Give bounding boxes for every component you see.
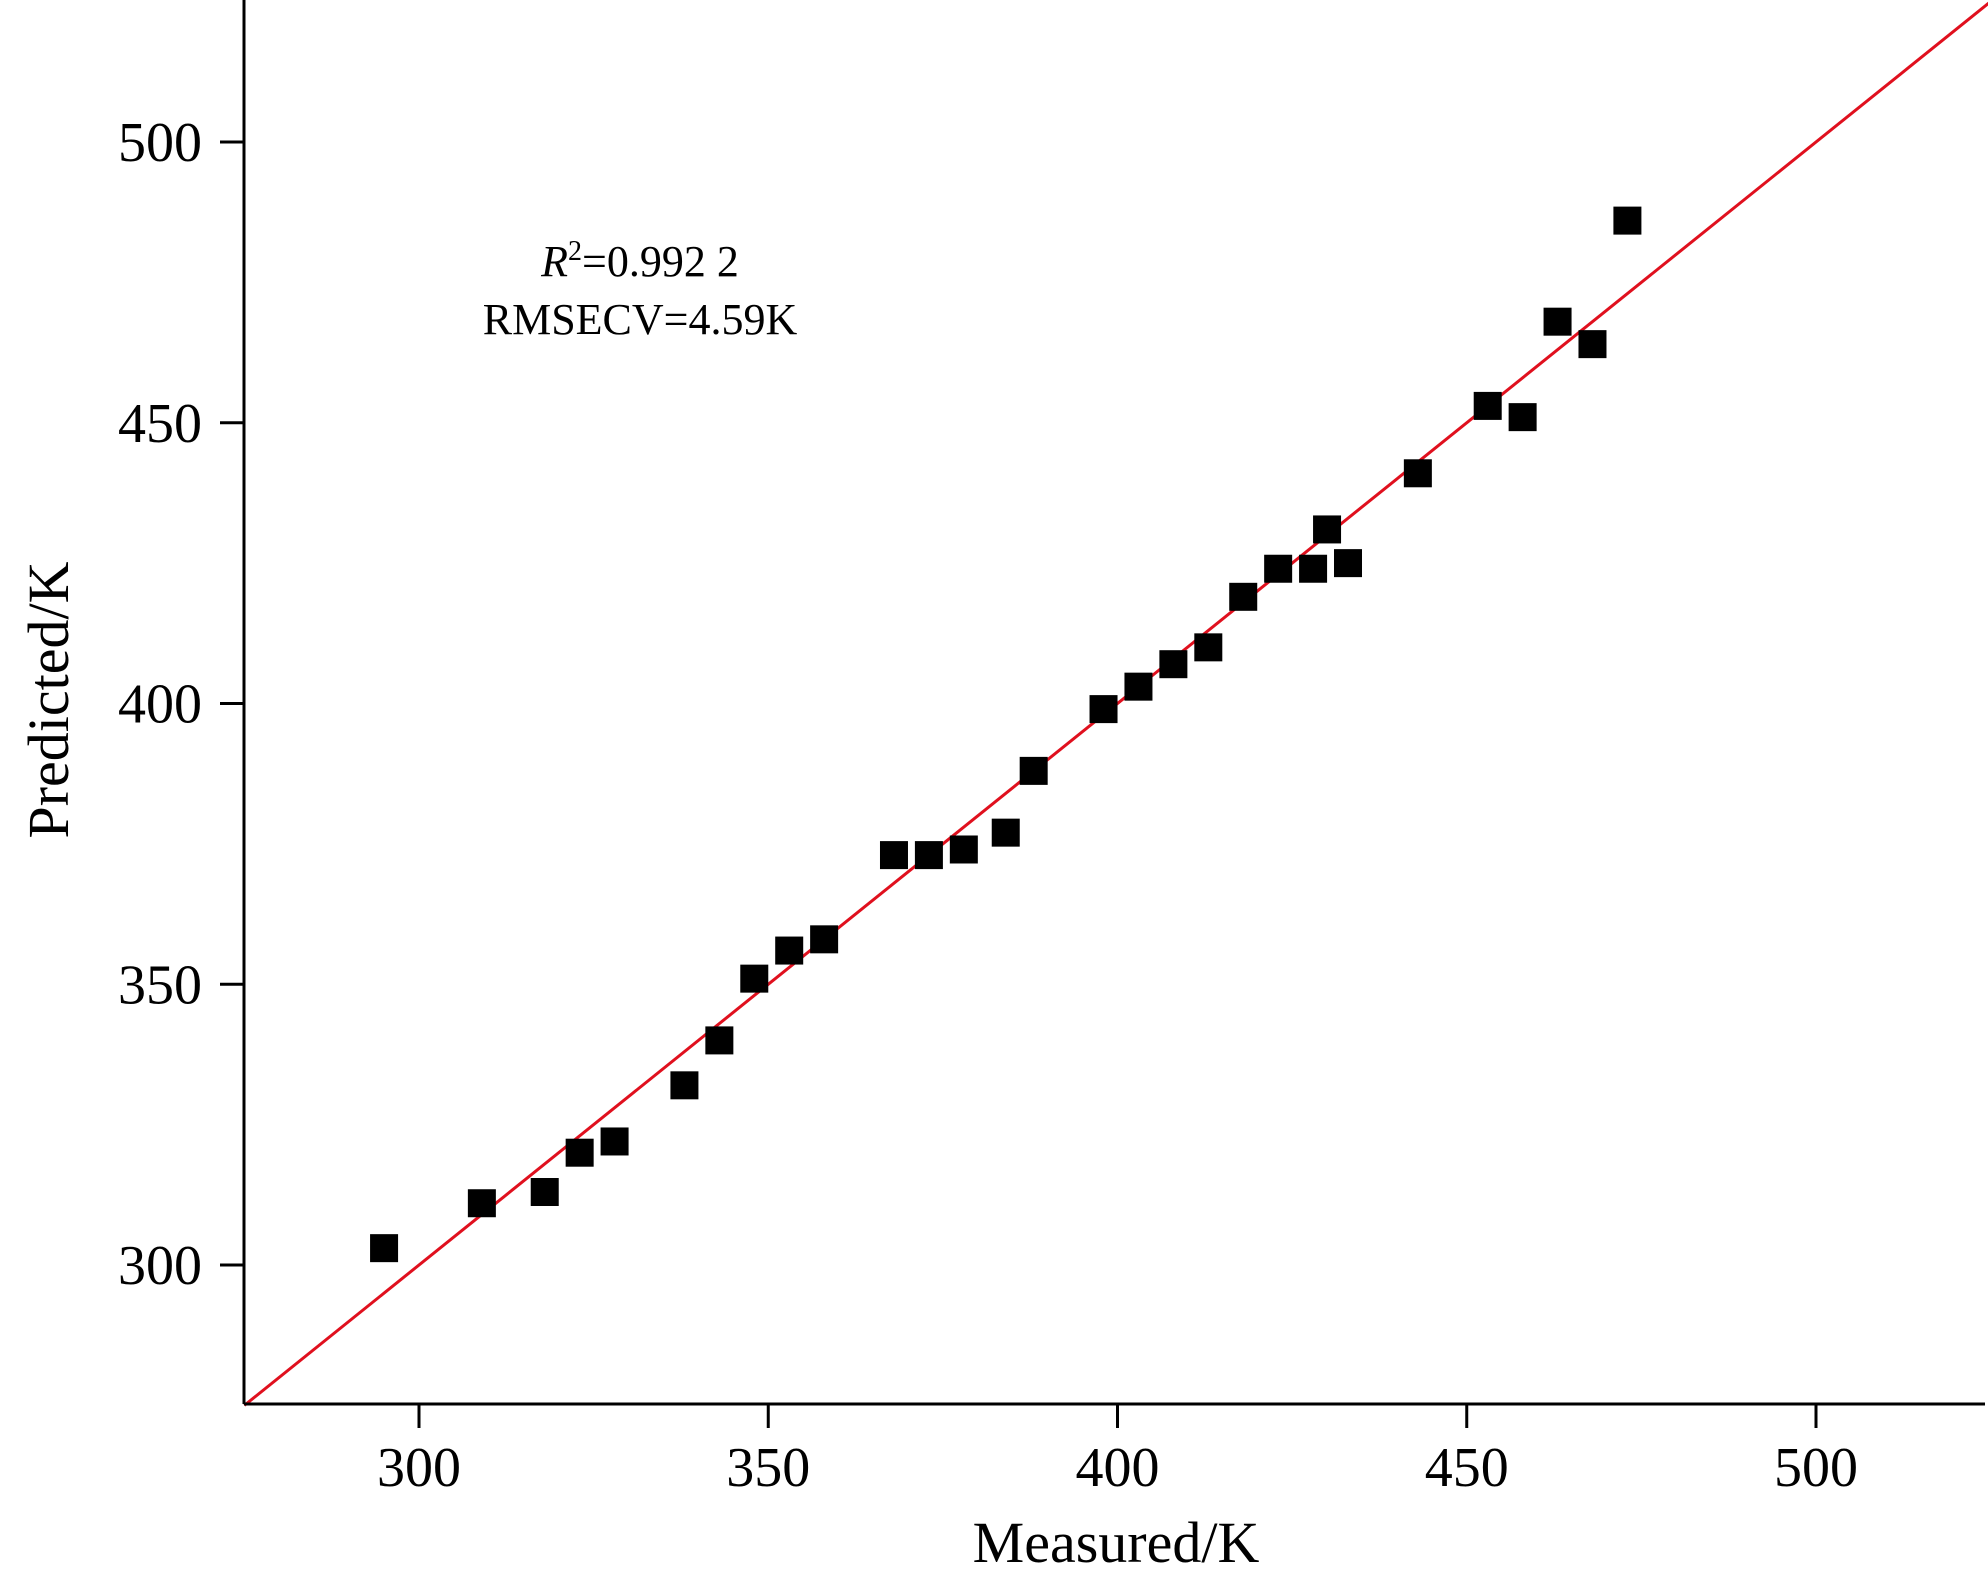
data-point (1124, 672, 1153, 701)
r2-symbol: R (540, 237, 568, 286)
ticks-layer: 300 350 400 450 500 300 350 400 450 500 (118, 112, 1858, 1499)
data-point (1089, 695, 1118, 724)
data-point (775, 936, 804, 965)
data-point (530, 1178, 559, 1207)
data-point (600, 1127, 629, 1156)
data-point (991, 818, 1020, 847)
data-point (914, 841, 943, 870)
data-point (740, 964, 769, 993)
data-point (705, 1026, 734, 1055)
y-axis-title: Predicted/K (16, 561, 81, 838)
data-point (1019, 756, 1048, 785)
y-tick-label: 400 (118, 674, 202, 736)
data-point (1473, 391, 1502, 420)
y-tick-label: 450 (118, 393, 202, 455)
y-tick-label: 500 (118, 112, 202, 174)
x-tick-label: 300 (377, 1437, 461, 1499)
data-point (1543, 307, 1572, 336)
data-point (1229, 582, 1258, 611)
x-tick-label: 350 (726, 1437, 810, 1499)
data-point (879, 841, 908, 870)
data-point (1578, 330, 1607, 359)
data-point (467, 1189, 496, 1218)
x-tick-label: 500 (1774, 1437, 1858, 1499)
data-point (810, 925, 839, 954)
r2-value: =0.992 2 (582, 237, 739, 286)
data-point (1299, 554, 1328, 583)
data-point (1403, 459, 1432, 488)
data-point (370, 1234, 399, 1263)
r2-annotation: R2=0.992 2 (540, 236, 739, 286)
data-point (1194, 633, 1223, 662)
data-point (1334, 549, 1363, 578)
y-tick-label: 350 (118, 954, 202, 1016)
data-point (565, 1138, 594, 1167)
data-point (1264, 554, 1293, 583)
data-point (949, 835, 978, 864)
y-tick-label: 300 (118, 1235, 202, 1297)
points-layer (370, 206, 1642, 1263)
data-point (1313, 515, 1342, 544)
data-point (1159, 650, 1188, 679)
x-tick-label: 400 (1076, 1437, 1160, 1499)
data-point (1508, 403, 1537, 432)
x-axis-title: Measured/K (973, 1510, 1260, 1575)
rmsecv-annotation: RMSECV=4.59K (483, 295, 798, 344)
data-point (670, 1071, 699, 1100)
r2-superscript: 2 (568, 236, 582, 267)
x-tick-label: 450 (1425, 1437, 1509, 1499)
data-point (1613, 206, 1642, 235)
